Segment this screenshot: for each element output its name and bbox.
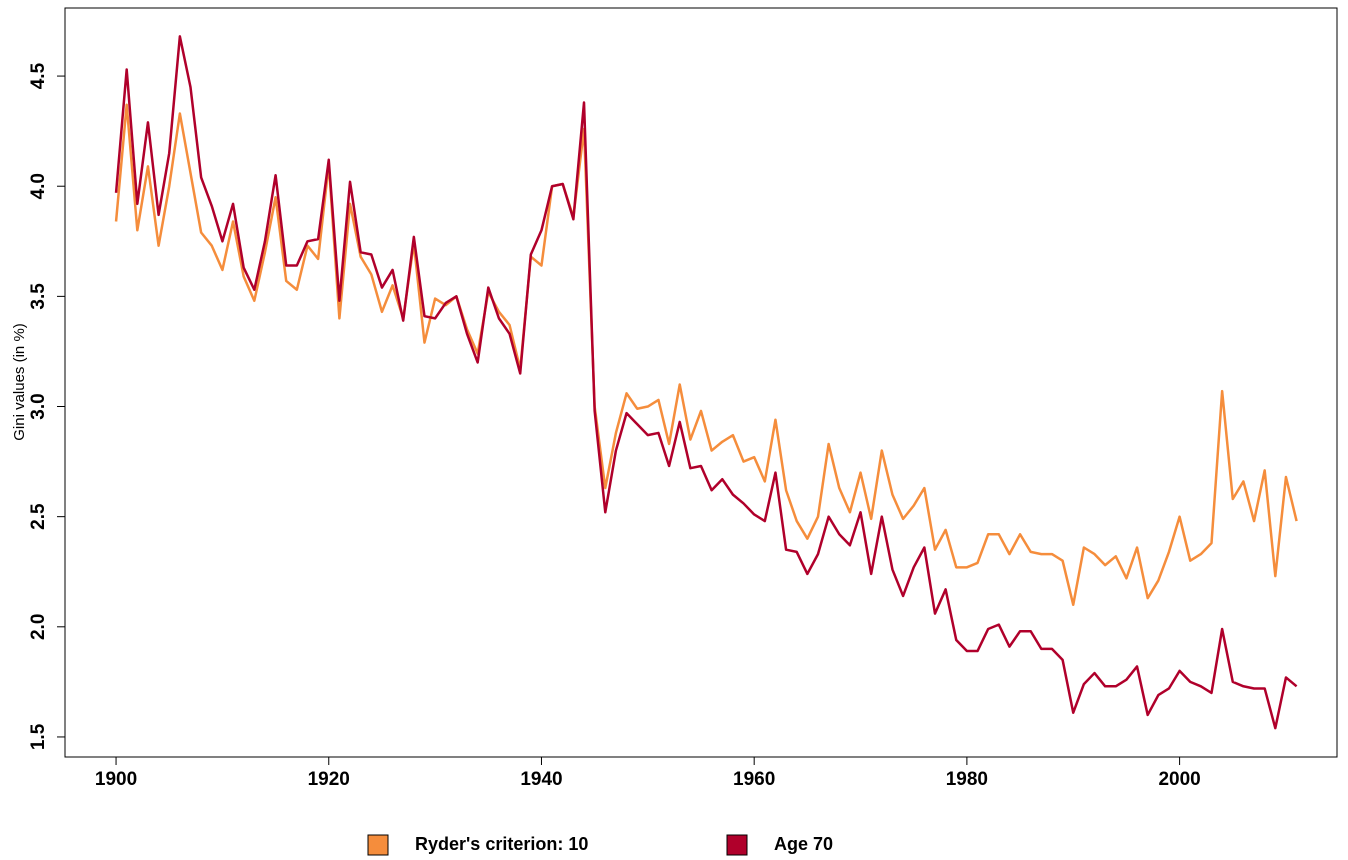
y-tick-label: 2.5	[28, 503, 49, 530]
legend-label: Age 70	[774, 834, 833, 854]
legend-swatch	[367, 834, 389, 856]
x-tick-label: 2000	[1158, 769, 1200, 790]
x-tick-label: 1980	[946, 769, 988, 790]
x-tick-label: 1900	[95, 769, 137, 790]
series-line	[114, 35, 1298, 730]
y-tick-label: 2.0	[28, 614, 49, 640]
y-tick-label: 4.5	[28, 62, 49, 89]
y-axis-title: Gini values (in %)	[11, 323, 28, 441]
y-tick-label: 1.5	[28, 723, 49, 750]
y-tick-label: 3.0	[28, 393, 49, 419]
x-tick-label: 1960	[733, 769, 775, 790]
x-tick-label: 1940	[520, 769, 562, 790]
plot-frame	[64, 7, 1338, 758]
y-tick-label: 4.0	[28, 173, 49, 199]
y-tick-label: 3.5	[28, 283, 49, 310]
legend-label: Ryder's criterion: 10	[415, 834, 588, 854]
legend-swatch	[726, 834, 748, 856]
x-tick-label: 1920	[308, 769, 350, 790]
series-line	[114, 103, 1298, 607]
